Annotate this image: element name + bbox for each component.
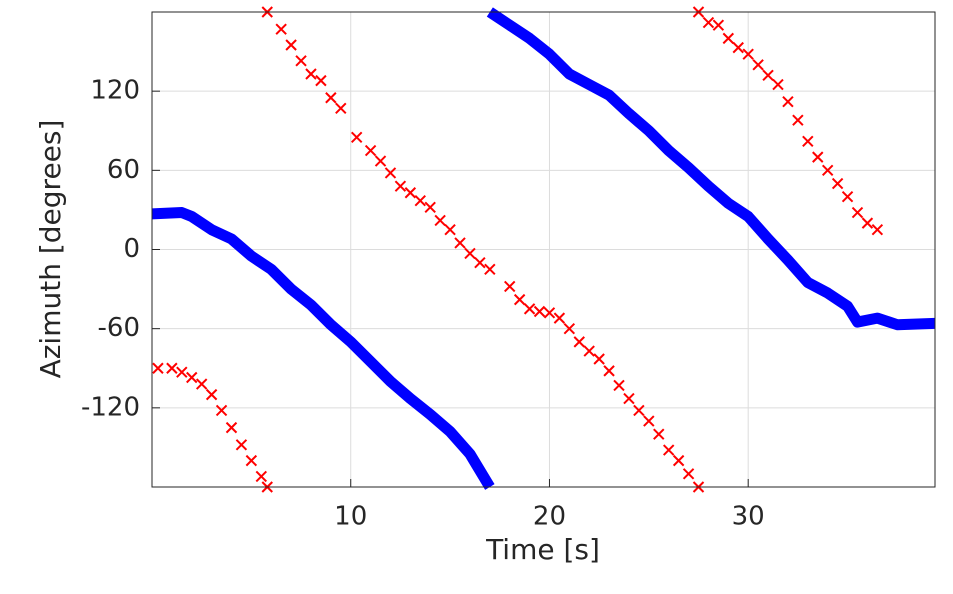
x-marker [195, 378, 208, 390]
x-marker [245, 454, 258, 467]
x-marker [782, 96, 794, 108]
x-marker [513, 293, 526, 306]
x-marker [533, 305, 546, 318]
y-tick-label: 120 [90, 76, 140, 106]
x-marker [225, 421, 238, 434]
x-marker [484, 263, 496, 275]
x-marker [861, 217, 874, 229]
x-marker [871, 224, 884, 236]
x-marker [444, 224, 456, 236]
y-tick-label: -120 [81, 392, 140, 422]
x-marker [325, 92, 337, 104]
x-marker [603, 365, 615, 377]
x-marker [523, 303, 536, 315]
x-marker [152, 362, 164, 374]
x-marker [364, 144, 377, 157]
x-marker [742, 48, 754, 60]
y-tick-label: 60 [107, 155, 140, 185]
y-tick-label: -60 [98, 313, 140, 343]
x-marker [285, 39, 297, 51]
x-marker [623, 392, 635, 405]
x-marker [414, 194, 426, 207]
x-marker [315, 74, 327, 87]
x-marker [653, 428, 665, 440]
x-marker [712, 19, 725, 31]
x-marker [275, 23, 287, 35]
x-marker [454, 237, 466, 249]
x-marker [350, 131, 363, 144]
x-tick-label: 20 [533, 502, 566, 532]
x-marker [186, 371, 198, 384]
x-marker [613, 379, 625, 392]
x-marker [643, 415, 655, 427]
x-marker [424, 201, 436, 213]
y-tick-label: 0 [123, 234, 140, 264]
x-marker [583, 345, 595, 357]
x-marker [762, 69, 774, 82]
x-marker [543, 307, 556, 319]
x-marker [255, 470, 268, 483]
x-marker [812, 151, 824, 163]
x-axis-label: Time [s] [485, 533, 600, 566]
x-marker [682, 468, 695, 480]
x-marker [235, 439, 248, 451]
plot-frame [151, 11, 936, 488]
x-tick-label: 30 [732, 502, 765, 532]
x-marker [672, 454, 685, 467]
x-marker [851, 206, 864, 219]
x-marker [722, 32, 735, 45]
x-marker [732, 41, 744, 54]
x-marker [662, 444, 675, 456]
x-marker [464, 247, 476, 260]
x-marker [166, 362, 178, 374]
x-marker [702, 16, 715, 29]
x-marker [633, 404, 645, 417]
x-marker [752, 59, 764, 71]
x-marker [335, 102, 347, 115]
x-marker [295, 55, 307, 67]
x-marker [831, 177, 844, 190]
x-marker [563, 322, 576, 335]
x-marker [305, 68, 317, 80]
x-marker [434, 214, 446, 227]
x-marker [205, 388, 218, 401]
x-marker [593, 353, 605, 365]
series-line [152, 7, 936, 490]
x-marker [394, 180, 407, 192]
x-marker [841, 191, 854, 203]
y-axis-label: Azimuth [degrees] [34, 120, 67, 379]
x-marker [374, 155, 387, 167]
x-marker [821, 164, 834, 177]
x-marker [384, 167, 397, 179]
x-marker [573, 336, 585, 348]
x-marker [176, 366, 188, 378]
x-marker [504, 280, 516, 293]
x-marker [474, 256, 486, 269]
x-marker [215, 404, 228, 417]
x-marker [404, 187, 417, 199]
x-marker [553, 312, 566, 324]
x-marker [772, 78, 784, 91]
x-marker [802, 135, 814, 148]
x-tick-label: 10 [334, 502, 367, 532]
x-marker [792, 114, 804, 126]
